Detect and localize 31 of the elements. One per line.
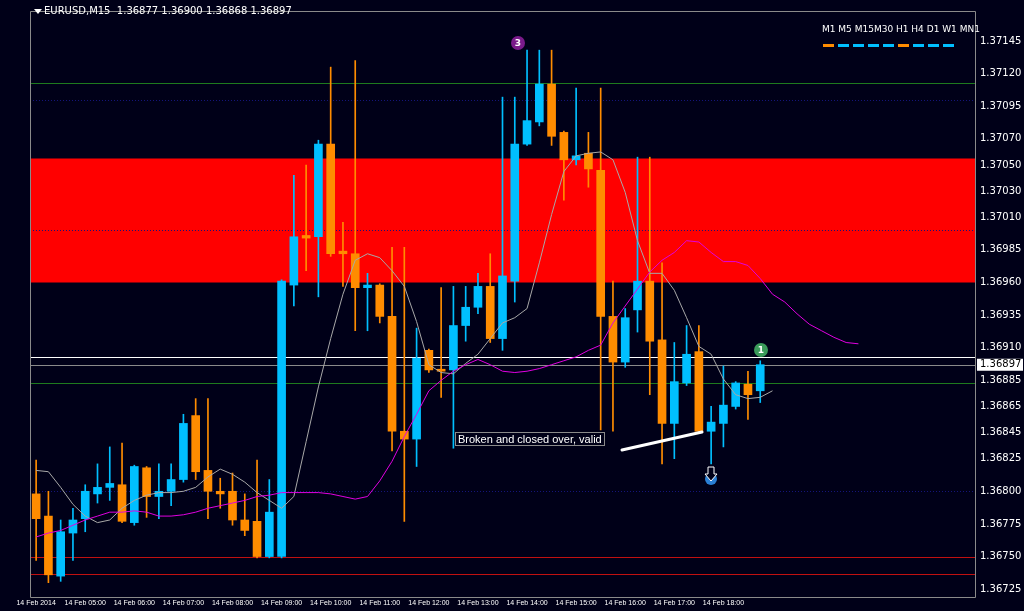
y-tick-label: 1.37030	[980, 184, 1022, 196]
annotation: M1 M5 M15M30 H1 H4 D1 W1 MN1	[822, 24, 980, 34]
y-tick-label: 1.36750	[980, 550, 1022, 562]
y-tick-label: 1.36865	[980, 400, 1022, 412]
candlestick	[743, 370, 753, 420]
y-tick-label: 1.37070	[980, 132, 1022, 144]
y-tick-label: 1.36885	[980, 373, 1022, 385]
candlestick	[706, 406, 716, 465]
y-tick-label: 1.37095	[980, 99, 1022, 111]
y-tick-label: 1.36800	[980, 484, 1022, 496]
candlestick	[522, 49, 532, 146]
candlestick	[215, 477, 225, 509]
candlestick	[105, 446, 115, 501]
candlestick	[350, 60, 360, 332]
y-tick-label: 1.36825	[980, 452, 1022, 464]
y-tick-label: 1.36960	[980, 276, 1022, 288]
y-tick-label: 1.36985	[980, 243, 1022, 255]
y-tick-label: 1.37010	[980, 210, 1022, 222]
annotation: 1	[754, 343, 768, 357]
chart-title: EURUSD,M15 1.36877 1.36900 1.36868 1.36897	[44, 5, 292, 16]
annotation: Broken and closed over, valid	[455, 432, 605, 446]
ref-line-label: 1.36897	[980, 358, 1022, 370]
annotation: 3	[511, 36, 525, 50]
y-tick-label: 1.36910	[980, 341, 1022, 353]
y-tick-label: 1.37050	[980, 158, 1022, 170]
y-tick-label: 1.37120	[980, 67, 1022, 79]
y-tick-label: 1.36725	[980, 582, 1022, 594]
y-tick-label: 1.36935	[980, 308, 1022, 320]
y-tick-label: 1.37145	[980, 34, 1022, 46]
y-tick-label: 1.36845	[980, 426, 1022, 438]
y-tick-label: 1.36775	[980, 517, 1022, 529]
